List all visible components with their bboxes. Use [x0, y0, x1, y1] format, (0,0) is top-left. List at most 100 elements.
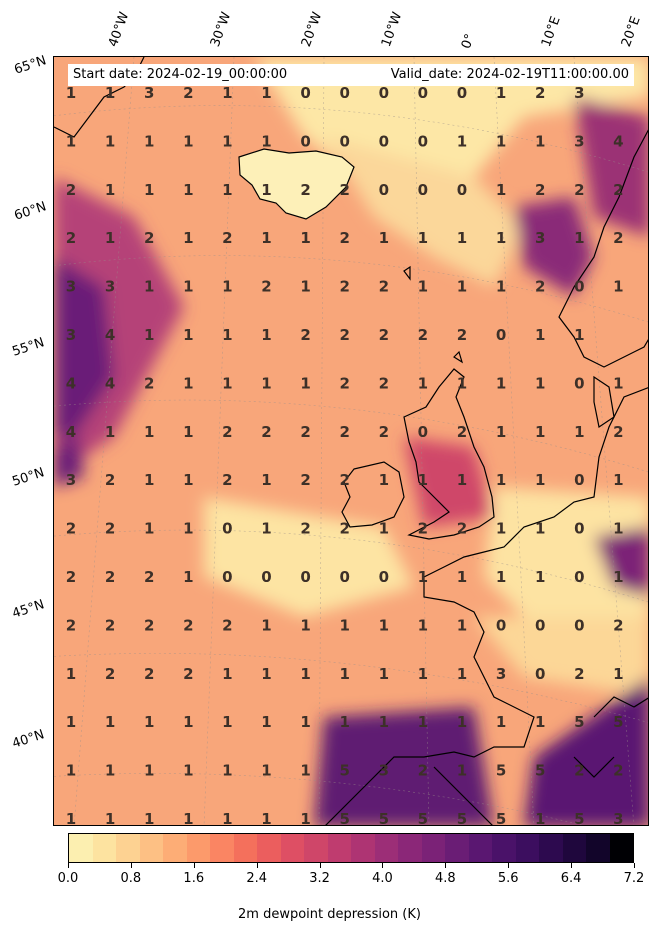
grid-value: 1: [105, 810, 115, 826]
grid-value: 1: [261, 810, 271, 826]
colorbar-swatch: [233, 834, 257, 862]
grid-value: 2: [339, 181, 349, 199]
grid-value: 0: [339, 84, 349, 102]
colorbar-tick: [68, 863, 69, 868]
colorbar-tick-label: 4.0: [372, 871, 393, 886]
grid-value: 1: [183, 520, 193, 538]
grid-value: 1: [535, 423, 545, 441]
grid-value: 1: [613, 471, 623, 489]
lat-label-50n: 50°N: [10, 465, 47, 490]
grid-value: 1: [457, 762, 467, 780]
grid-value: 2: [105, 616, 115, 634]
grid-value: 2: [613, 181, 623, 199]
grid-value: 1: [66, 762, 76, 780]
start-date-label: Start date: 2024-02-19_00:00:00: [73, 67, 288, 82]
grid-value: 1: [261, 713, 271, 731]
grid-value: 1: [574, 326, 584, 344]
grid-value: 3: [574, 84, 584, 102]
grid-value: 1: [144, 471, 154, 489]
grid-value: 1: [457, 278, 467, 296]
grid-value: 2: [379, 423, 389, 441]
grid-value: 1: [496, 181, 506, 199]
grid-value: 4: [105, 374, 115, 392]
grid-value: 1: [418, 374, 428, 392]
grid-value-labels: 1 1 3 2 1 1 0 0 0 0 0 1 2 3 1 1 1 1 1 1 0 0 0 0 1 1 1 3 4 2 1 1 1 1 1 2 2 0 0 0…: [66, 84, 624, 826]
grid-value: 3: [105, 278, 115, 296]
grid-value: 1: [496, 713, 506, 731]
grid-value: 2: [183, 616, 193, 634]
grid-value: 1: [183, 810, 193, 826]
grid-value: 1: [261, 665, 271, 683]
grid-value: 1: [222, 374, 232, 392]
grid-value: 5: [613, 713, 623, 731]
grid-value: 2: [418, 762, 428, 780]
grid-value: 1: [183, 278, 193, 296]
grid-value: 0: [339, 132, 349, 150]
grid-value: 2: [66, 181, 76, 199]
grid-value: 1: [379, 520, 389, 538]
grid-value: 5: [339, 810, 349, 826]
colorbar-tick-label: 4.8: [434, 871, 456, 886]
grid-value: 1: [457, 132, 467, 150]
grid-value: 1: [144, 181, 154, 199]
colorbar-tick: [571, 863, 573, 868]
grid-value: 2: [105, 665, 115, 683]
colorbar-swatch: [445, 834, 469, 862]
grid-value: 0: [574, 568, 584, 586]
grid-value: 1: [457, 229, 467, 247]
grid-value: 3: [535, 229, 545, 247]
grid-value: 1: [261, 520, 271, 538]
grid-value: 1: [535, 471, 545, 489]
colorbar-tick-label: 3.2: [309, 871, 330, 886]
grid-value: 1: [496, 374, 506, 392]
grid-value: 2: [613, 616, 623, 634]
grid-value: 4: [613, 132, 623, 150]
grid-value: 2: [144, 229, 154, 247]
grid-value: 1: [222, 181, 232, 199]
grid-value: 1: [261, 374, 271, 392]
grid-value: 1: [535, 568, 545, 586]
grid-value: 1: [105, 84, 115, 102]
grid-value: 2: [339, 423, 349, 441]
grid-value: 1: [496, 229, 506, 247]
grid-value: 2: [105, 471, 115, 489]
grid-value: 2: [105, 520, 115, 538]
grid-value: 0: [379, 568, 389, 586]
grid-value: 1: [300, 762, 310, 780]
colorbar-swatch: [468, 834, 492, 862]
grid-value: 1: [222, 762, 232, 780]
grid-value: 3: [379, 762, 389, 780]
colorbar: [68, 833, 634, 863]
grid-value: 1: [339, 665, 349, 683]
colorbar-swatch: [304, 834, 328, 862]
colorbar-swatch: [539, 834, 563, 862]
lon-label-10w: 10°W: [378, 10, 406, 49]
grid-value: 1: [183, 713, 193, 731]
grid-value: 1: [418, 665, 428, 683]
grid-value: 1: [613, 374, 623, 392]
grid-value: 4: [66, 374, 76, 392]
grid-value: 3: [66, 326, 76, 344]
grid-value: 1: [261, 326, 271, 344]
grid-value: 1: [613, 278, 623, 296]
iceland: [238, 148, 355, 220]
grid-value: 5: [574, 713, 584, 731]
grid-value: 1: [222, 326, 232, 344]
grid-value: 1: [379, 229, 389, 247]
colorbar-swatch: [92, 834, 116, 862]
lat-label-60n: 60°N: [12, 199, 49, 224]
valid-date-label: Valid_date: 2024-02-19T11:00:00.00: [390, 67, 629, 82]
grid-value: 1: [183, 568, 193, 586]
grid-value: 1: [457, 665, 467, 683]
grid-value: 1: [144, 713, 154, 731]
grid-value: 1: [535, 374, 545, 392]
grid-value: 3: [144, 84, 154, 102]
grid-value: 1: [222, 132, 232, 150]
grid-value: 1: [300, 616, 310, 634]
grid-value: 2: [339, 326, 349, 344]
ireland: [341, 461, 405, 528]
grid-value: 0: [457, 181, 467, 199]
grid-value: 1: [300, 713, 310, 731]
grid-value: 1: [496, 84, 506, 102]
grid-value: 1: [457, 568, 467, 586]
